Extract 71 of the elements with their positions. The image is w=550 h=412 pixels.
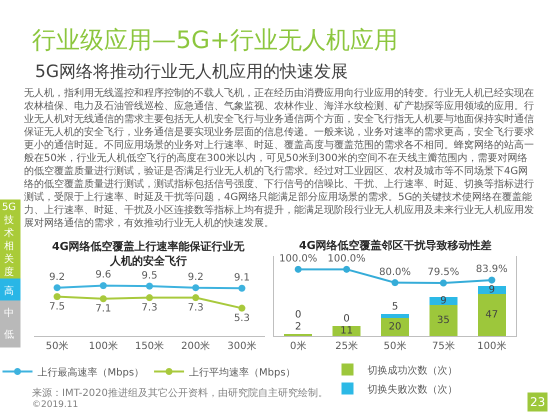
x-tick-label: 150米 [134, 340, 164, 352]
data-label: 0 [295, 310, 302, 321]
data-label: 7.1 [95, 304, 112, 315]
data-label: 47 [485, 310, 498, 321]
point [192, 284, 200, 292]
x-tick-label: 25米 [335, 340, 358, 352]
point [440, 280, 447, 286]
point [146, 294, 153, 302]
data-label: 5.3 [234, 313, 250, 324]
legend-label: 切换成功次数（次） [368, 364, 458, 376]
x-tick-label: 300米 [227, 340, 256, 352]
text: 无人机，指利用无线遥控和程序控制的不载人飞机，正在经历由消费应用向行业应用的转变。行业无人机已经实现在农林植保、电力及石油管线巡检、应急通信、气象监视、农林作业、海洋水纹检测、矿产勘探等应用领域的应用。行业无人机对无线通信的需求主要包括无人机安全飞行与业务通信两个方面，安全飞行指无人机要与地面保持实时通信保证无人机的安全飞行，业务通信是要实现业务层面的信息传递。一般来说，业务对速率的需求更高，安全飞行要求更小的通信时延。不同应用场景的业务对上行速率、时延、覆盖高度与覆盖范围的需求各不相同。蜂窝网络的站高一般在50米，行业无人机低空飞行的高度在300米以内，可见50米到300米的空间不在天线主瓣范围内，需要对网络的低空覆盖质量进行测试，验证是否满足行业无人机的飞行需求。经过对工业园区、农村及城市等不同场景下4G网络的低空覆盖质量进行测试，测试指标包括信号强度、下行信号的信噪比、干扰、上行速率、时延、切换等指标进行测试，受限于上行速率、时延及干扰等问题，4G网络只能满足部分应用场景的需求。5G的关键技术使网络在覆盖能力、上行速率、时延、干扰及小区连接数等指标上均有提升，能满足现阶段行业无人机应用及未来行业无人机应用发展对网络通信的需求，有效推动行业无人机的快速发展。 [24, 88, 534, 229]
data-label: 0 [343, 314, 350, 325]
legend-label: 切换失败次数（次） [368, 383, 458, 396]
point [392, 279, 398, 286]
point [343, 266, 350, 273]
data-label: 100.0% [279, 253, 318, 264]
data-label: 7.5 [49, 301, 66, 312]
text: 5G网络将推动行业无人机应用的快速发展 [35, 62, 348, 82]
point [100, 282, 107, 290]
legend-label: 上行最高速率（Mbps） [38, 366, 144, 378]
x-tick-label: 0米 [290, 340, 306, 352]
data-label: 9.5 [142, 270, 158, 282]
x-tick-label: 75米 [432, 340, 455, 352]
text: 低 [4, 330, 14, 340]
text: 中 [4, 307, 14, 319]
data-label: 2 [295, 322, 302, 333]
bar [478, 294, 506, 336]
bar [380, 314, 410, 318]
text: 23 [530, 395, 546, 409]
data-label: 83.9% [476, 264, 508, 276]
chart-title: 4G网络低空覆盖上行速率能保证行业无人机的安全飞行 [52, 240, 246, 268]
bar [429, 304, 458, 336]
point [488, 276, 496, 284]
legend-label: 上行平均速率（Mbps） [189, 366, 296, 378]
data-label: 9.6 [95, 270, 112, 281]
bar [332, 326, 361, 336]
point [100, 295, 107, 302]
text: ©2019.11 [32, 400, 78, 410]
x-tick-label: 50米 [46, 340, 68, 352]
data-label: 100.0% [328, 253, 366, 264]
point [54, 284, 61, 292]
data-label: 79.5% [428, 267, 460, 278]
point [192, 294, 200, 302]
data-label: 7.3 [142, 302, 158, 314]
data-label: 9.1 [234, 272, 250, 284]
x-tick-label: 100米 [477, 340, 506, 352]
data-label: 35 [437, 314, 450, 326]
data-label: 11 [340, 326, 353, 337]
data-label: 20 [388, 322, 402, 333]
x-tick-label: 200米 [181, 340, 210, 352]
text: 行业级应用—5G+行业无人机应用 [32, 26, 398, 54]
data-label: 9.2 [188, 272, 204, 283]
data-label: 5 [392, 301, 398, 312]
point [294, 266, 302, 273]
chart-title: 4G网络低空覆盖邻区干扰导致移动性差 [299, 239, 492, 252]
x-tick-label: 50米 [384, 340, 406, 352]
data-label: 9 [440, 295, 447, 306]
point [238, 284, 246, 292]
point [54, 293, 61, 300]
point [238, 304, 246, 312]
x-tick-label: 100米 [88, 340, 118, 352]
data-label: 80.0% [379, 266, 411, 278]
data-label: 9.2 [49, 272, 66, 283]
data-label: 7.3 [188, 302, 204, 314]
text: 高 [4, 285, 14, 297]
data-label: 9 [488, 284, 495, 296]
source-note: 来源：IMT-2020推进组及其它公开资料，由研究院自主研究绘制。 [32, 387, 328, 399]
point [146, 282, 153, 290]
bar [380, 318, 410, 336]
text: 5G技术相关度 [2, 202, 16, 278]
